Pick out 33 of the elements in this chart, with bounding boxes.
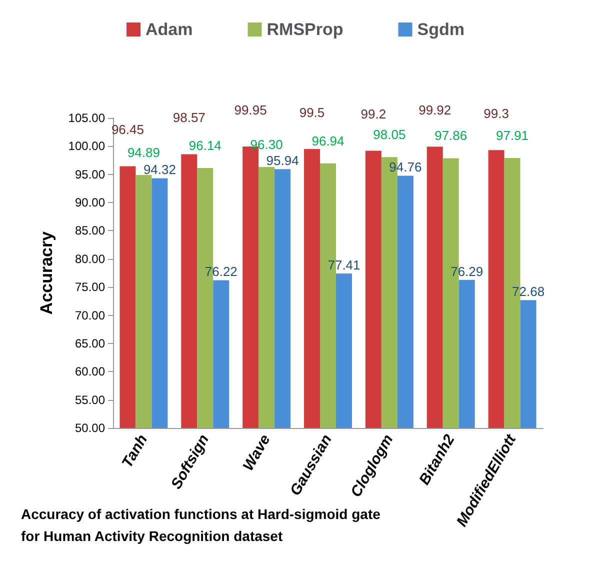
data-label: 97.86 — [434, 128, 468, 144]
y-tick-label: 80.00 — [74, 252, 106, 266]
data-label: 96.94 — [312, 133, 344, 148]
y-tick-label: 75.00 — [74, 280, 106, 294]
y-tick-label: 60.00 — [74, 364, 106, 379]
y-tick-label: 100.00 — [68, 139, 106, 154]
data-label: 96.14 — [188, 138, 222, 153]
legend-label: Sgdm — [417, 20, 464, 39]
data-label: 96.45 — [111, 122, 144, 138]
y-tick-label: 95.00 — [74, 167, 106, 182]
data-label: 97.91 — [496, 128, 529, 143]
y-tick-label: 85.00 — [74, 224, 106, 238]
y-tick-label: 65.00 — [74, 336, 106, 350]
y-axis-title: Accuracry — [37, 230, 56, 315]
legend-label: Adam — [146, 20, 193, 39]
data-label: 95.94 — [266, 153, 299, 168]
data-label: 99.2 — [360, 106, 386, 122]
data-label: 98.05 — [373, 127, 406, 142]
y-tick-label: 50.00 — [74, 421, 106, 435]
y-tick-label: 70.00 — [74, 308, 106, 322]
text: Accuracy of activation functions at Hard-sigmoid gate for Human Activity Recognition dataset — [21, 506, 381, 544]
data-label: 96.30 — [250, 137, 283, 152]
data-label: 94.89 — [127, 144, 160, 160]
data-label: 99.5 — [299, 105, 325, 120]
data-label: 99.92 — [418, 102, 452, 118]
y-tick-label: 90.00 — [74, 196, 106, 210]
data-label: 99.95 — [234, 102, 267, 118]
legend-label: RMSProp — [266, 20, 344, 39]
y-tick-label: 105.00 — [68, 111, 106, 125]
data-label: 98.57 — [172, 110, 206, 126]
data-label: 94.32 — [143, 162, 176, 178]
data-label: 99.3 — [484, 106, 509, 122]
y-tick-label: 55.00 — [74, 392, 106, 407]
